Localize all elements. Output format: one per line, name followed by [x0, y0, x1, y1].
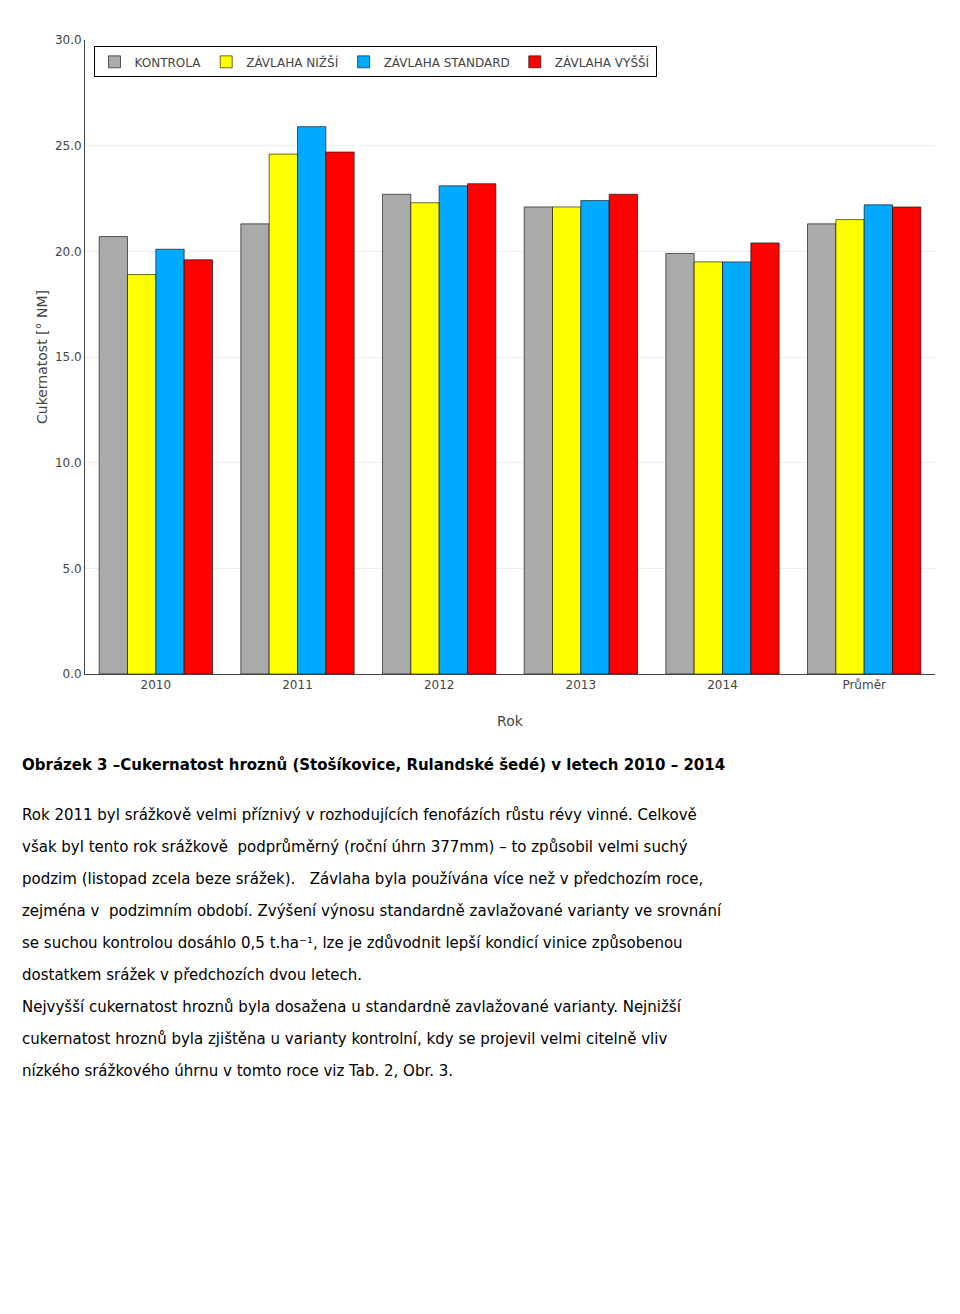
svg-text:ZÁVLAHA NIŽŠÍ: ZÁVLAHA NIŽŠÍ [246, 55, 338, 70]
svg-text:2014: 2014 [707, 678, 738, 692]
svg-text:2011: 2011 [282, 678, 313, 692]
svg-text:ZÁVLAHA STANDARD: ZÁVLAHA STANDARD [384, 55, 510, 70]
svg-text:2012: 2012 [424, 678, 455, 692]
svg-text:20.0: 20.0 [55, 245, 82, 259]
svg-text:KONTROLA: KONTROLA [135, 56, 202, 70]
svg-text:Obrázek 3 –Cukernatost hroznů: Obrázek 3 –Cukernatost hroznů (Stošíkovi… [22, 756, 725, 774]
svg-text:cukernatost hroznů byla zjiště: cukernatost hroznů byla zjištěna u varia… [22, 1030, 667, 1048]
svg-text:2010: 2010 [141, 678, 172, 692]
svg-text:15.0: 15.0 [55, 350, 82, 364]
svg-text:však byl tento rok srážkově p: však byl tento rok srážkově podprůměrný … [22, 838, 688, 856]
svg-text:zejména v podzimním období. Z: zejména v podzimním období. Zvýšení výno… [22, 902, 722, 920]
svg-text:Cukernatost [° NM]: Cukernatost [° NM] [34, 290, 50, 424]
svg-text:se suchou kontrolou dosáhlo 0,: se suchou kontrolou dosáhlo 0,5 t.ha⁻¹, … [22, 934, 683, 952]
svg-text:dostatkem srážek v předchozích: dostatkem srážek v předchozích dvou lete… [22, 966, 362, 984]
svg-text:25.0: 25.0 [55, 139, 82, 153]
svg-text:podzim (listopad zcela beze sr: podzim (listopad zcela beze srážek). Záv… [22, 870, 703, 888]
svg-text:nízkého srážkového úhrnu v tom: nízkého srážkového úhrnu v tomto roce vi… [22, 1062, 453, 1080]
svg-text:Rok 2011 byl srážkově velmi př: Rok 2011 byl srážkově velmi příznivý v r… [22, 806, 697, 824]
svg-text:2013: 2013 [566, 678, 597, 692]
svg-text:10.0: 10.0 [55, 456, 82, 470]
svg-text:Nejvyšší cukernatost hroznů by: Nejvyšší cukernatost hroznů byla dosažen… [22, 998, 682, 1016]
svg-text:Rok: Rok [497, 713, 524, 729]
svg-text:30.0: 30.0 [55, 33, 82, 47]
svg-text:ZÁVLAHA VYŠŠÍ: ZÁVLAHA VYŠŠÍ [555, 55, 650, 70]
svg-text:Průměr: Průměr [842, 678, 886, 692]
svg-text:5.0: 5.0 [63, 562, 82, 576]
svg-text:0.0: 0.0 [63, 667, 82, 681]
